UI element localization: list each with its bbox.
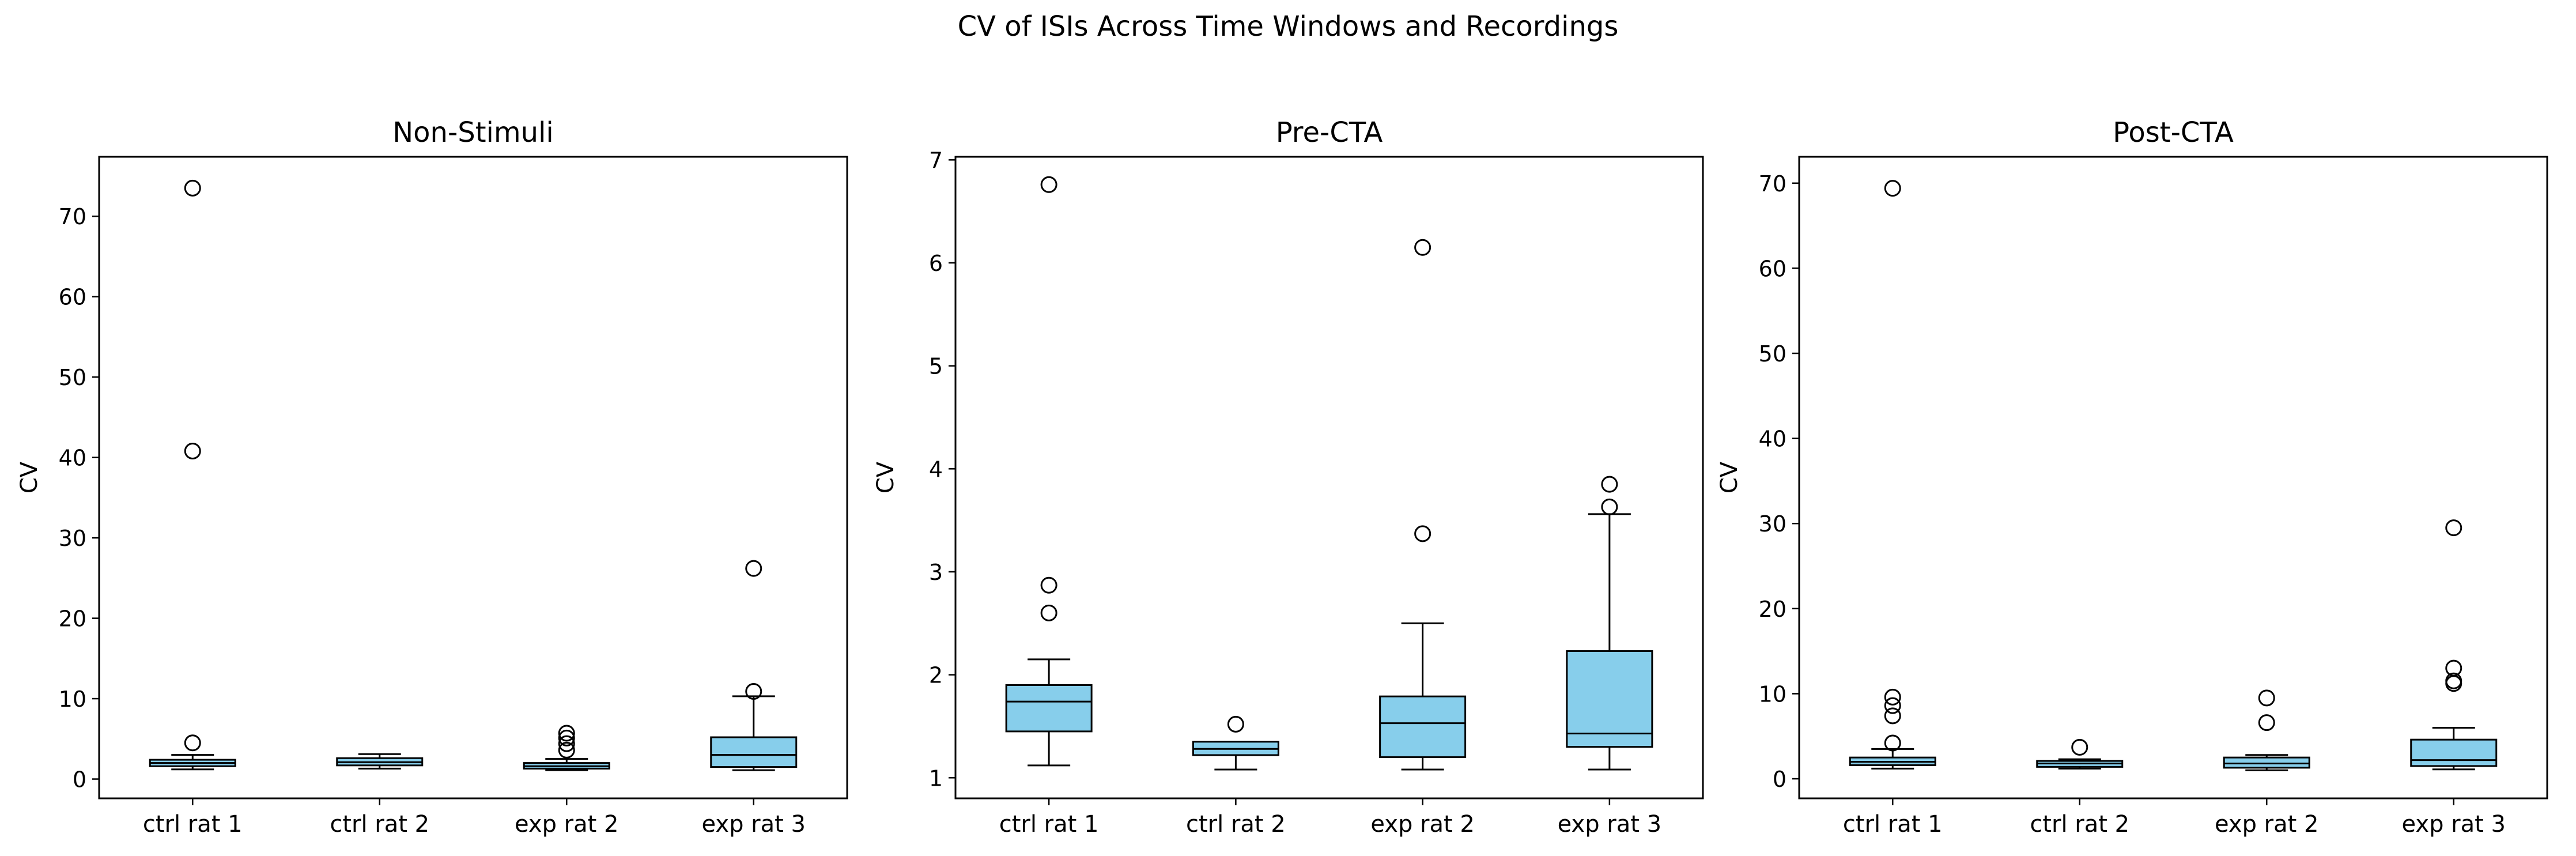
outlier-point	[184, 179, 201, 197]
y-axis-label: CV	[1716, 461, 1743, 493]
outlier-point	[2258, 689, 2275, 707]
panel-title: Pre-CTA	[1276, 116, 1383, 149]
y-tick-label: 70	[1759, 171, 1786, 197]
y-tick-label: 7	[929, 148, 943, 173]
outlier-point	[2258, 714, 2275, 731]
box-ctrl-rat-2	[336, 753, 424, 770]
outlier-point	[558, 729, 575, 746]
y-tick-label: 70	[59, 204, 86, 229]
y-tick-label: 50	[1759, 341, 1786, 367]
outlier-point	[1414, 239, 1431, 256]
panel-title: Post-CTA	[2113, 116, 2234, 149]
box-ctrl-rat-1	[1849, 180, 1936, 770]
box-ctrl-rat-1	[1005, 176, 1093, 767]
outlier-point	[1227, 715, 1244, 733]
y-axis-label: CV	[872, 461, 899, 493]
y-tick-label: 1	[929, 766, 943, 791]
outlier-point	[1884, 697, 1901, 714]
outlier-point	[1601, 476, 1618, 493]
y-axis-label: CV	[16, 461, 43, 493]
x-tick-label: exp rat 3	[1558, 811, 1662, 838]
y-tick-label: 0	[73, 767, 86, 793]
outlier-point	[184, 442, 201, 459]
box-exp-rat-2	[523, 725, 610, 771]
y-tick-label: 6	[929, 251, 943, 276]
box-exp-rat-3	[1566, 476, 1653, 771]
y-tick-label: 20	[59, 606, 86, 632]
y-tick-label: 40	[1759, 427, 1786, 452]
axes-frame	[954, 156, 1704, 800]
y-tick-label: 60	[59, 285, 86, 310]
outlier-point	[558, 725, 575, 742]
x-tick-label: exp rat 3	[2402, 811, 2506, 838]
iqr-box	[2410, 738, 2498, 767]
box-ctrl-rat-2	[2036, 738, 2124, 770]
outlier-point	[2445, 659, 2462, 677]
outlier-point	[1884, 688, 1901, 706]
x-tick-label: ctrl rat 1	[1843, 811, 1943, 838]
iqr-box	[710, 736, 798, 768]
y-tick-label: 10	[59, 687, 86, 712]
y-tick-label: 2	[929, 663, 943, 688]
y-tick-label: 3	[929, 560, 943, 585]
x-tick-label: exp rat 2	[2215, 811, 2319, 838]
chart-panel-2: Pre-CTA CV 1 2 3 4 5 6 7 ctrl rat 1 ctrl rat 2 exp …	[872, 116, 1704, 838]
outlier-point	[2445, 519, 2462, 537]
box-exp-rat-2	[1379, 239, 1467, 771]
outlier-point	[2445, 672, 2462, 689]
axes-frame	[98, 156, 848, 800]
y-tick-label: 20	[1759, 597, 1786, 622]
chart-panel-1: Non-Stimuli CV 0 10 20 30 40 50 60 70 ctrl rat 1 ct…	[16, 116, 848, 838]
y-tick-label: 40	[59, 446, 86, 471]
y-tick-label: 30	[59, 526, 86, 551]
outlier-point	[1884, 180, 1901, 197]
y-tick-label: 10	[1759, 681, 1786, 707]
figure-title: CV of ISIs Across Time Windows and Recor…	[957, 10, 1619, 43]
chart-panel-3: Post-CTA CV 0 10 20 30 40 50 60 70 ctrl rat 1 ctrl …	[1716, 116, 2548, 838]
outlier-point	[1884, 707, 1901, 725]
box-exp-rat-3	[710, 560, 798, 771]
outlier-point	[745, 560, 762, 577]
x-tick-label: ctrl rat 2	[1186, 811, 1286, 838]
axes-frame	[1798, 156, 2548, 800]
x-tick-label: exp rat 2	[515, 811, 619, 838]
y-tick-label: 50	[59, 365, 86, 390]
y-tick-label: 5	[929, 354, 943, 379]
y-tick-label: 60	[1759, 256, 1786, 281]
box-ctrl-rat-1	[149, 179, 236, 771]
box-ctrl-rat-2	[1192, 715, 1279, 771]
outlier-point	[1414, 525, 1431, 542]
x-tick-label: ctrl rat 1	[143, 811, 243, 838]
box-exp-rat-3	[2410, 519, 2498, 771]
outlier-point	[558, 741, 575, 759]
iqr-box	[1005, 684, 1093, 733]
outlier-point	[1601, 498, 1618, 515]
outlier-point	[1040, 576, 1057, 594]
y-tick-label: 4	[929, 457, 943, 482]
outlier-point	[1040, 176, 1057, 193]
y-tick-label: 0	[1773, 767, 1786, 792]
outlier-point	[2071, 738, 2088, 756]
y-tick-label: 30	[1759, 511, 1786, 537]
x-tick-label: ctrl rat 1	[999, 811, 1099, 838]
iqr-box	[1566, 650, 1653, 748]
outlier-point	[1040, 604, 1057, 621]
panel-title: Non-Stimuli	[392, 116, 554, 149]
x-tick-label: exp rat 3	[702, 811, 806, 838]
x-tick-label: ctrl rat 2	[330, 811, 429, 838]
outlier-point	[184, 734, 201, 752]
box-exp-rat-2	[2223, 689, 2310, 771]
x-tick-label: ctrl rat 2	[2030, 811, 2129, 838]
outlier-point	[745, 683, 762, 700]
outlier-point	[558, 735, 575, 752]
iqr-box	[1379, 695, 1467, 759]
x-tick-label: exp rat 2	[1370, 811, 1475, 838]
outlier-point	[1884, 734, 1901, 752]
